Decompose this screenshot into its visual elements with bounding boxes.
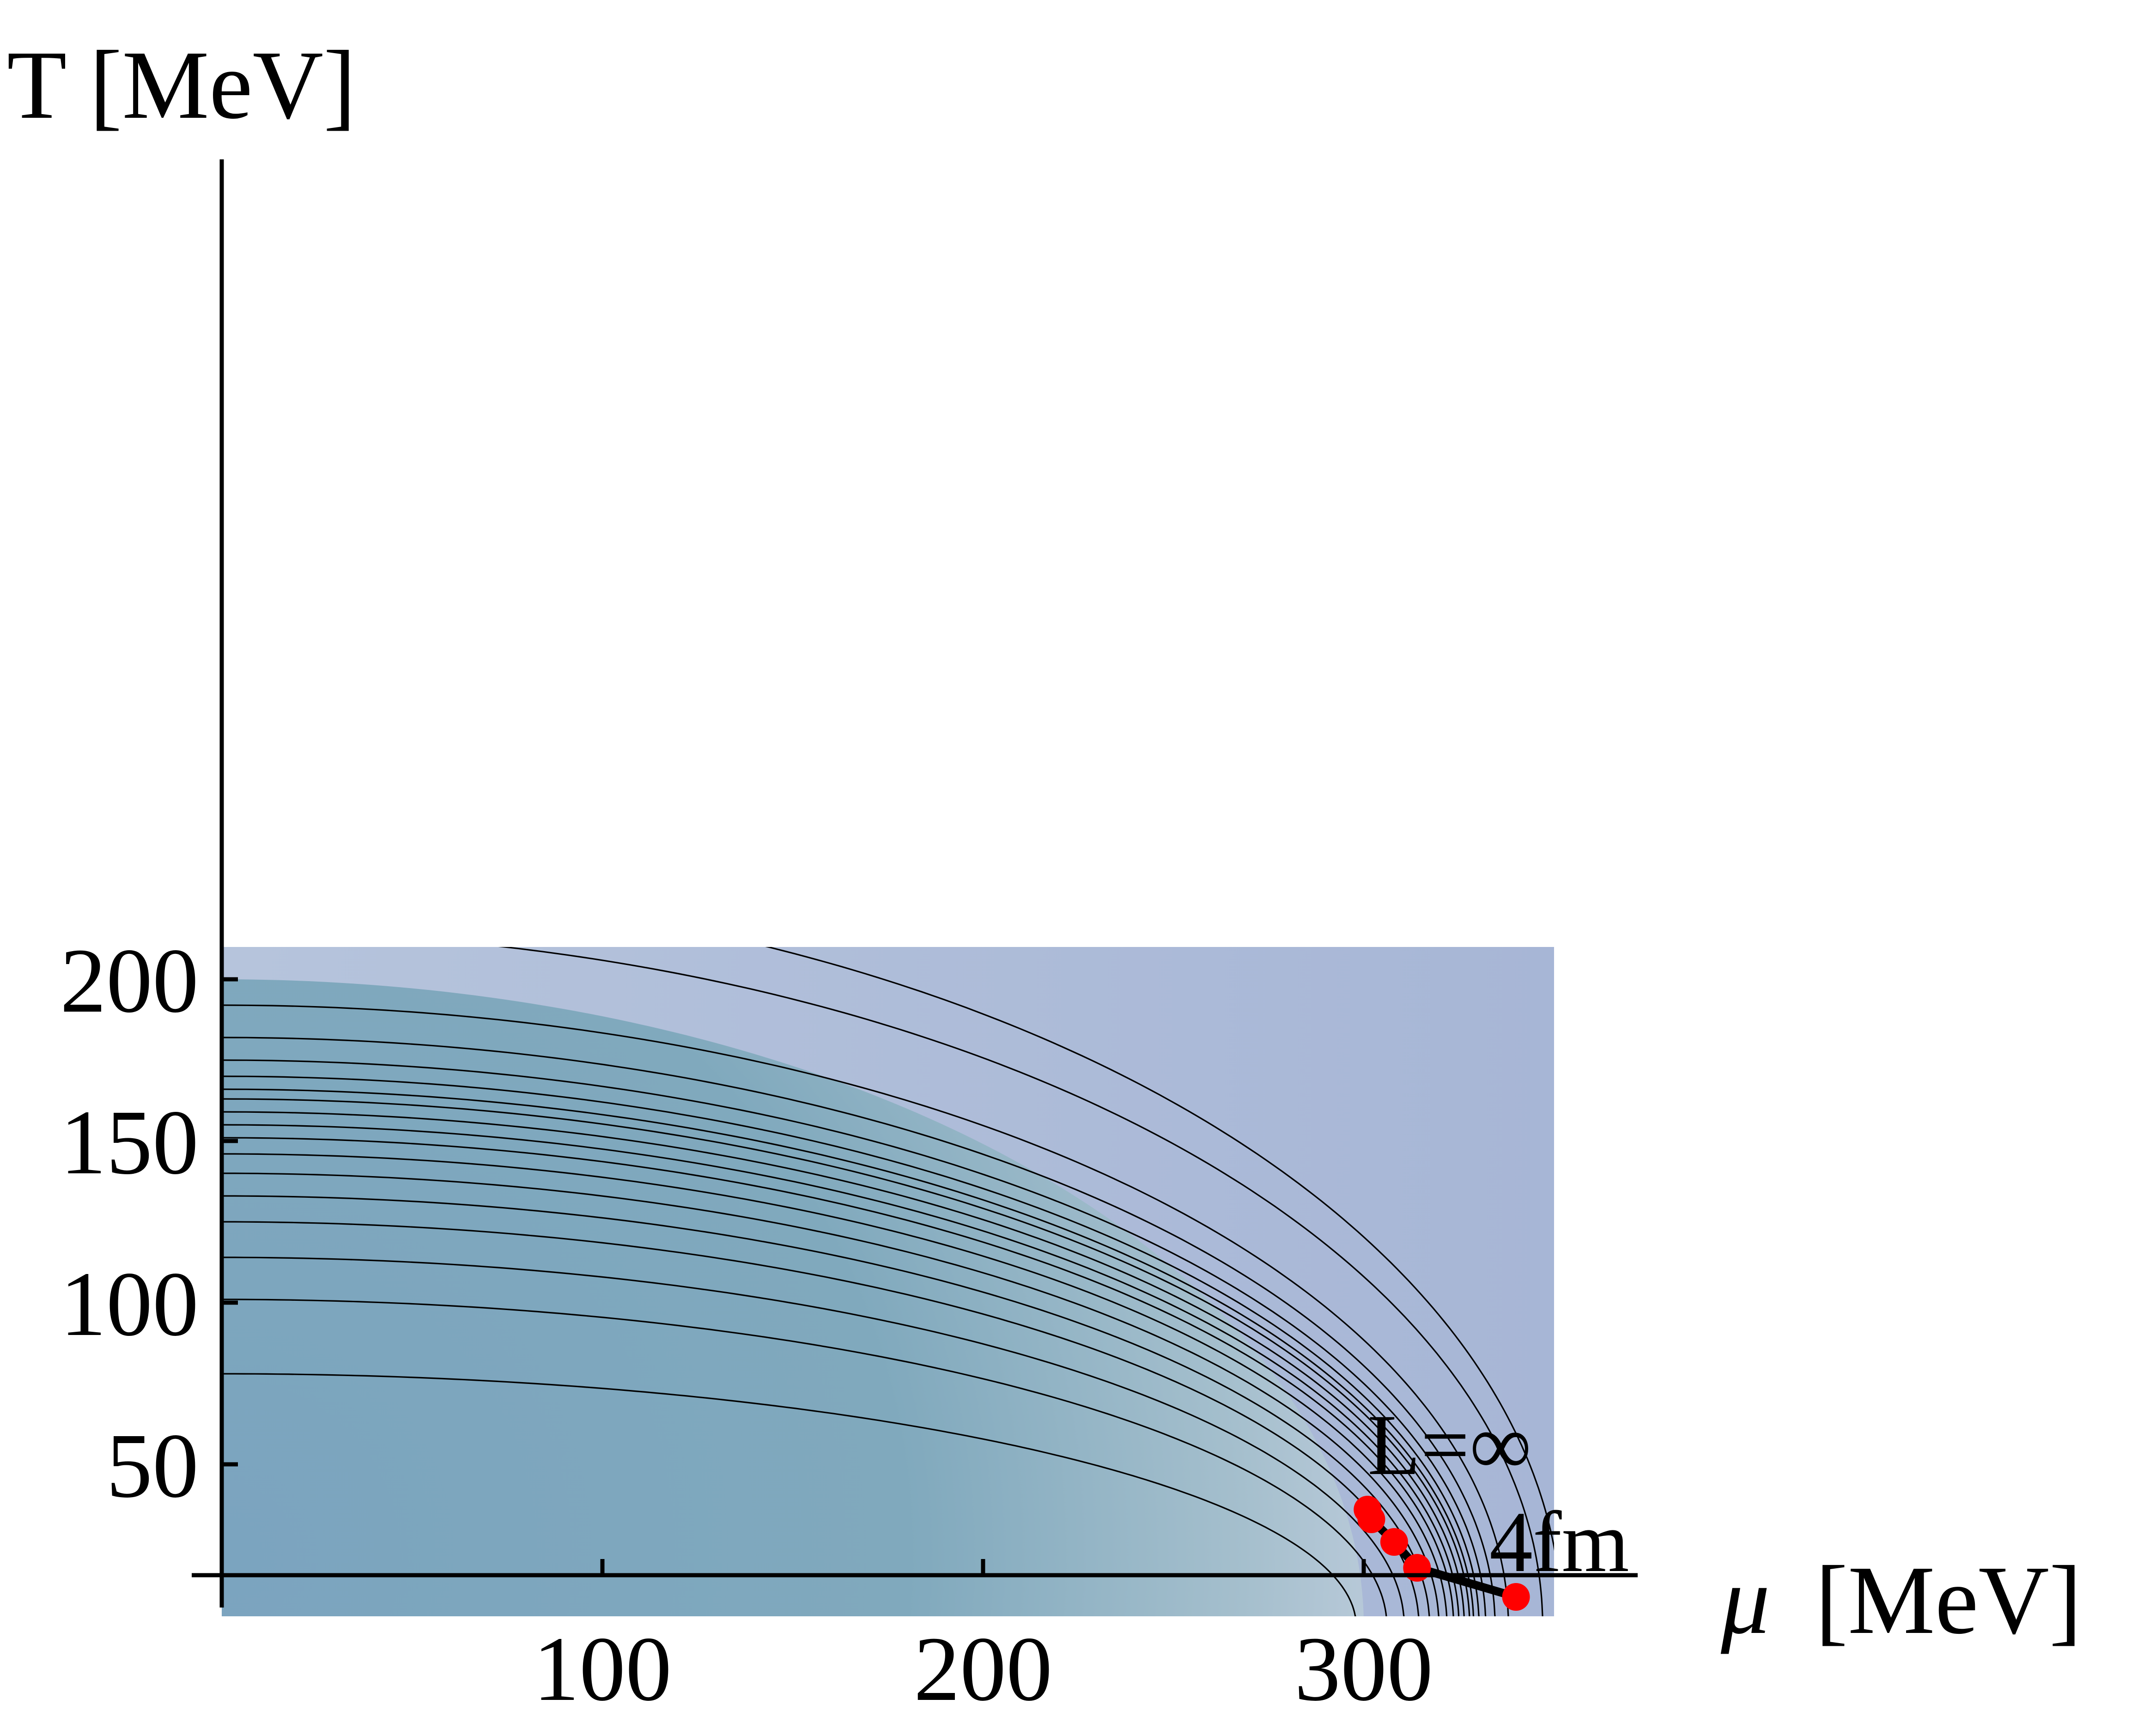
annotation-4fm: 4fm	[1489, 1493, 1629, 1590]
contour-line	[222, 1124, 1460, 1616]
contour-line	[222, 1153, 1448, 1616]
y-tick-label: 50	[106, 1415, 199, 1517]
contour-line	[222, 1195, 1430, 1616]
y-tick-label: 200	[60, 930, 199, 1032]
y-tick-label: 150	[60, 1092, 199, 1194]
contour-line	[222, 1059, 1487, 1616]
x-axis-title: μ [MeV]	[1720, 1546, 2082, 1654]
x-axis: 100 200 300	[192, 1559, 1638, 1717]
critical-point-marker	[1380, 1528, 1408, 1556]
critical-point-marker	[1403, 1554, 1431, 1582]
contour-line-outer	[765, 947, 1554, 1551]
x-tick-label: 200	[914, 1618, 1052, 1717]
x-axis-unit: [MeV]	[1815, 1546, 2082, 1654]
contour-line	[222, 1098, 1470, 1616]
contour-line	[222, 1037, 1496, 1616]
contour-line	[222, 1298, 1387, 1616]
critical-point-marker	[1357, 1505, 1385, 1533]
y-tick-label: 100	[60, 1253, 199, 1355]
contour-line	[222, 1137, 1454, 1616]
x-ticks: 100 200 300	[533, 1559, 1433, 1717]
contour-line	[222, 1004, 1509, 1616]
contour-line	[222, 1075, 1480, 1616]
annotation-l-infinity: L=∞	[1367, 1396, 1531, 1493]
contour-line	[222, 1111, 1465, 1616]
plot-background	[222, 947, 1554, 1616]
contour-lines	[222, 947, 1554, 1616]
contour-line-outer	[498, 947, 1543, 1616]
x-tick-label: 300	[1294, 1618, 1433, 1717]
x-axis-symbol: μ	[1720, 1546, 1770, 1654]
y-axis: 50 100 150 200	[60, 159, 238, 1608]
contour-line	[222, 1088, 1475, 1616]
x-tick-label: 100	[533, 1618, 672, 1717]
critical-point-marker	[1502, 1583, 1530, 1611]
contour-line	[222, 1373, 1356, 1616]
y-ticks: 50 100 150 200	[60, 930, 238, 1517]
annotations: L=∞4fm	[1367, 1396, 1629, 1590]
y-axis-title: T [MeV]	[7, 30, 356, 139]
contour-line	[222, 1172, 1439, 1616]
